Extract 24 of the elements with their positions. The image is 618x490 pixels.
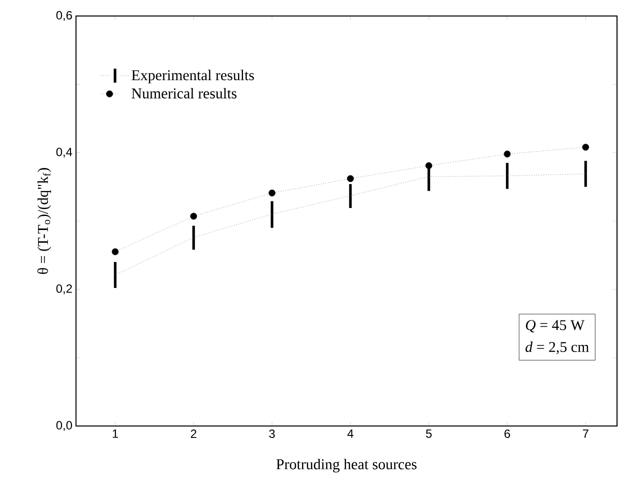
x-tick-label: 4 (347, 430, 354, 438)
point (190, 212, 198, 220)
point (425, 162, 432, 170)
legend-label: Experimental results (132, 70, 254, 84)
point (112, 248, 119, 256)
point (268, 190, 276, 196)
x-axis-title: Protruding heat sources (276, 458, 417, 472)
x-tick-label: 5 (426, 430, 432, 438)
annotation: d = 2,5 cm (526, 342, 589, 354)
x-tick-label: 1 (112, 430, 118, 438)
y-axis-title: θ = (T-T$_{o}$)/(dq"k$_{f}$) (37, 168, 52, 274)
point (504, 150, 511, 158)
x-tick-label: 6 (504, 430, 510, 438)
y-tick-label: 0,4 (56, 148, 72, 158)
y-tick-label: 0,6 (56, 11, 72, 21)
legend-label: Numerical results (132, 88, 236, 98)
point (347, 175, 354, 182)
point (582, 144, 590, 151)
x-tick-label: 2 (190, 430, 196, 438)
y-tick-label: 0,0 (56, 421, 72, 431)
x-tick-label: 7 (582, 430, 588, 438)
x-tick-label: 3 (269, 430, 275, 438)
annotation: Q = 45 W (526, 320, 585, 332)
y-tick-label: 0,2 (56, 284, 72, 294)
